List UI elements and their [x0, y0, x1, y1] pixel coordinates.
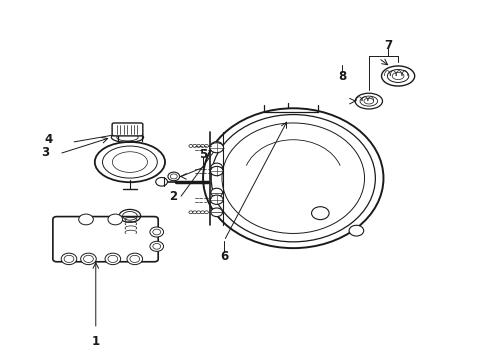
Text: 6: 6 — [220, 250, 228, 263]
Text: 2: 2 — [168, 190, 177, 203]
Circle shape — [150, 227, 163, 237]
Circle shape — [127, 253, 142, 265]
Circle shape — [192, 211, 196, 214]
Circle shape — [167, 172, 179, 181]
Circle shape — [204, 144, 208, 147]
Circle shape — [79, 214, 93, 225]
Circle shape — [210, 166, 223, 176]
Circle shape — [311, 207, 328, 220]
Text: 3: 3 — [41, 146, 49, 159]
Circle shape — [200, 211, 204, 214]
Text: 1: 1 — [92, 335, 100, 348]
Circle shape — [188, 211, 192, 214]
Circle shape — [210, 208, 222, 217]
Text: 5: 5 — [199, 148, 207, 161]
Circle shape — [348, 225, 363, 236]
Circle shape — [210, 163, 222, 172]
Circle shape — [210, 195, 223, 204]
Circle shape — [210, 188, 222, 197]
Circle shape — [105, 253, 121, 265]
Circle shape — [81, 253, 96, 265]
Circle shape — [150, 241, 163, 251]
Circle shape — [204, 211, 208, 214]
Circle shape — [209, 143, 223, 153]
Circle shape — [196, 144, 200, 147]
Text: 8: 8 — [337, 69, 346, 82]
FancyBboxPatch shape — [112, 123, 142, 136]
Circle shape — [192, 144, 196, 147]
Circle shape — [156, 177, 167, 186]
Circle shape — [196, 211, 200, 214]
Text: 7: 7 — [384, 39, 391, 52]
Circle shape — [210, 141, 222, 150]
Circle shape — [61, 253, 77, 265]
Circle shape — [108, 214, 122, 225]
Text: 4: 4 — [44, 133, 53, 146]
Circle shape — [200, 144, 204, 147]
Circle shape — [188, 144, 192, 147]
FancyBboxPatch shape — [53, 217, 158, 262]
